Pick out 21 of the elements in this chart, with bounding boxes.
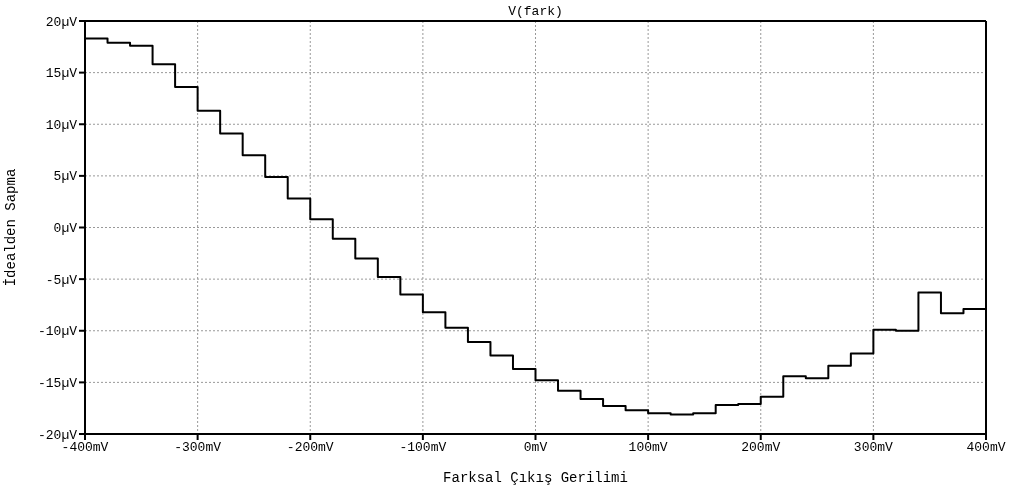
x-tick-label: -300mV: [174, 440, 222, 456]
y-tick-label: 15µV: [45, 66, 78, 82]
x-tick-label: 0mV: [523, 440, 548, 456]
chart-title: V(fark): [508, 4, 563, 20]
y-tick-label: -15µV: [37, 375, 78, 391]
x-tick-label: 100mV: [628, 440, 668, 456]
y-tick-label: 10µV: [45, 117, 78, 133]
y-tick-label: -10µV: [37, 324, 78, 340]
y-tick-label: 0µV: [53, 221, 78, 237]
x-tick-label: -100mV: [399, 440, 447, 456]
y-axis-title: İdealden Sapma: [1, 168, 19, 287]
y-tick-label: 5µV: [53, 169, 78, 185]
x-tick-label: 300mV: [853, 440, 894, 456]
x-axis-title: Farksal Çıkış Gerilimi: [443, 470, 628, 486]
x-tick-label: -400mV: [61, 440, 109, 456]
y-tick-label: -5µV: [45, 272, 78, 288]
y-tick-label: 20µV: [45, 14, 78, 30]
x-tick-label: 400mV: [966, 440, 1006, 456]
x-tick-label: 200mV: [741, 440, 781, 456]
x-tick-label: -200mV: [286, 440, 334, 456]
y-tick-label: -20µV: [37, 427, 78, 443]
